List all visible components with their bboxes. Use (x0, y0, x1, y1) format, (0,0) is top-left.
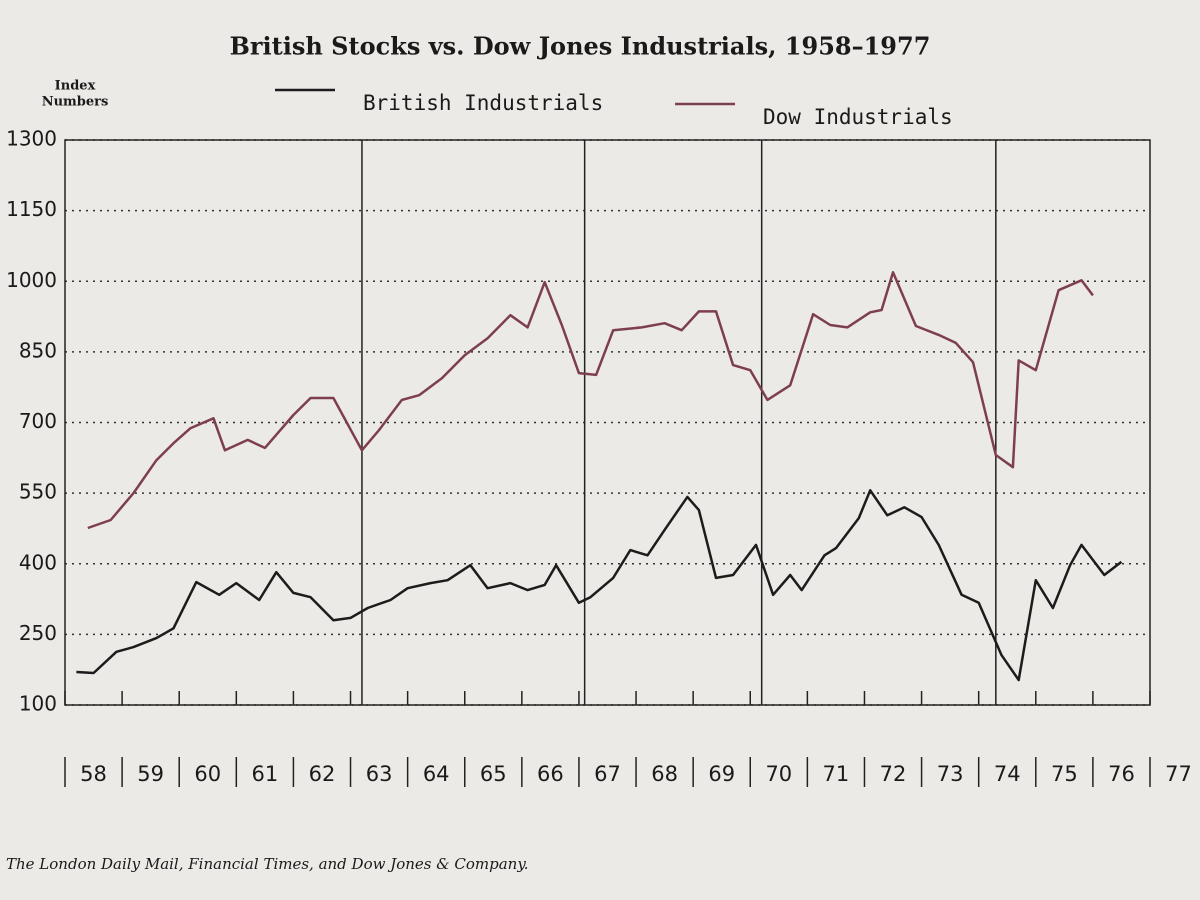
x-tick-label: 60 (194, 762, 221, 786)
y-tick-label: 850 (19, 338, 57, 362)
legend-label: British Industrials (363, 91, 603, 115)
y-tick-label: 1000 (6, 268, 57, 292)
x-tick-label: 75 (1051, 762, 1078, 786)
y-tick-label: 400 (19, 550, 57, 574)
x-tick-label: 77 (1165, 762, 1192, 786)
x-tick-label: 73 (937, 762, 964, 786)
x-tick-label: 66 (537, 762, 564, 786)
x-tick-label: 71 (823, 762, 850, 786)
x-tick-label: 76 (1108, 762, 1135, 786)
x-tick-label: 74 (994, 762, 1021, 786)
y-axis-label: Numbers (42, 95, 109, 110)
x-tick-label: 58 (80, 762, 107, 786)
y-tick-label: 1300 (6, 127, 57, 151)
x-tick-label: 65 (480, 762, 507, 786)
y-tick-label: 1150 (6, 197, 57, 221)
chart-title: British Stocks vs. Dow Jones Industrials… (230, 32, 931, 61)
y-tick-label: 700 (19, 409, 57, 433)
x-tick-label: 67 (594, 762, 621, 786)
x-tick-label: 69 (708, 762, 735, 786)
series-line (76, 489, 1123, 682)
x-tick-label: 61 (252, 762, 279, 786)
series-line (87, 271, 1094, 530)
x-tick-label: 72 (880, 762, 907, 786)
x-tick-label: 62 (309, 762, 336, 786)
x-tick-label: 63 (366, 762, 393, 786)
x-tick-label: 59 (137, 762, 164, 786)
y-tick-label: 100 (19, 692, 57, 716)
plot-frame (64, 139, 1151, 706)
x-tick-label: 68 (651, 762, 678, 786)
source-note: The London Daily Mail, Financial Times, … (6, 855, 529, 873)
y-axis-label: Index (55, 79, 96, 94)
y-tick-label: 250 (19, 621, 57, 645)
x-tick-label: 64 (423, 762, 450, 786)
y-tick-label: 550 (19, 480, 57, 504)
legend-label: Dow Industrials (763, 105, 953, 129)
x-tick-label: 70 (765, 762, 792, 786)
